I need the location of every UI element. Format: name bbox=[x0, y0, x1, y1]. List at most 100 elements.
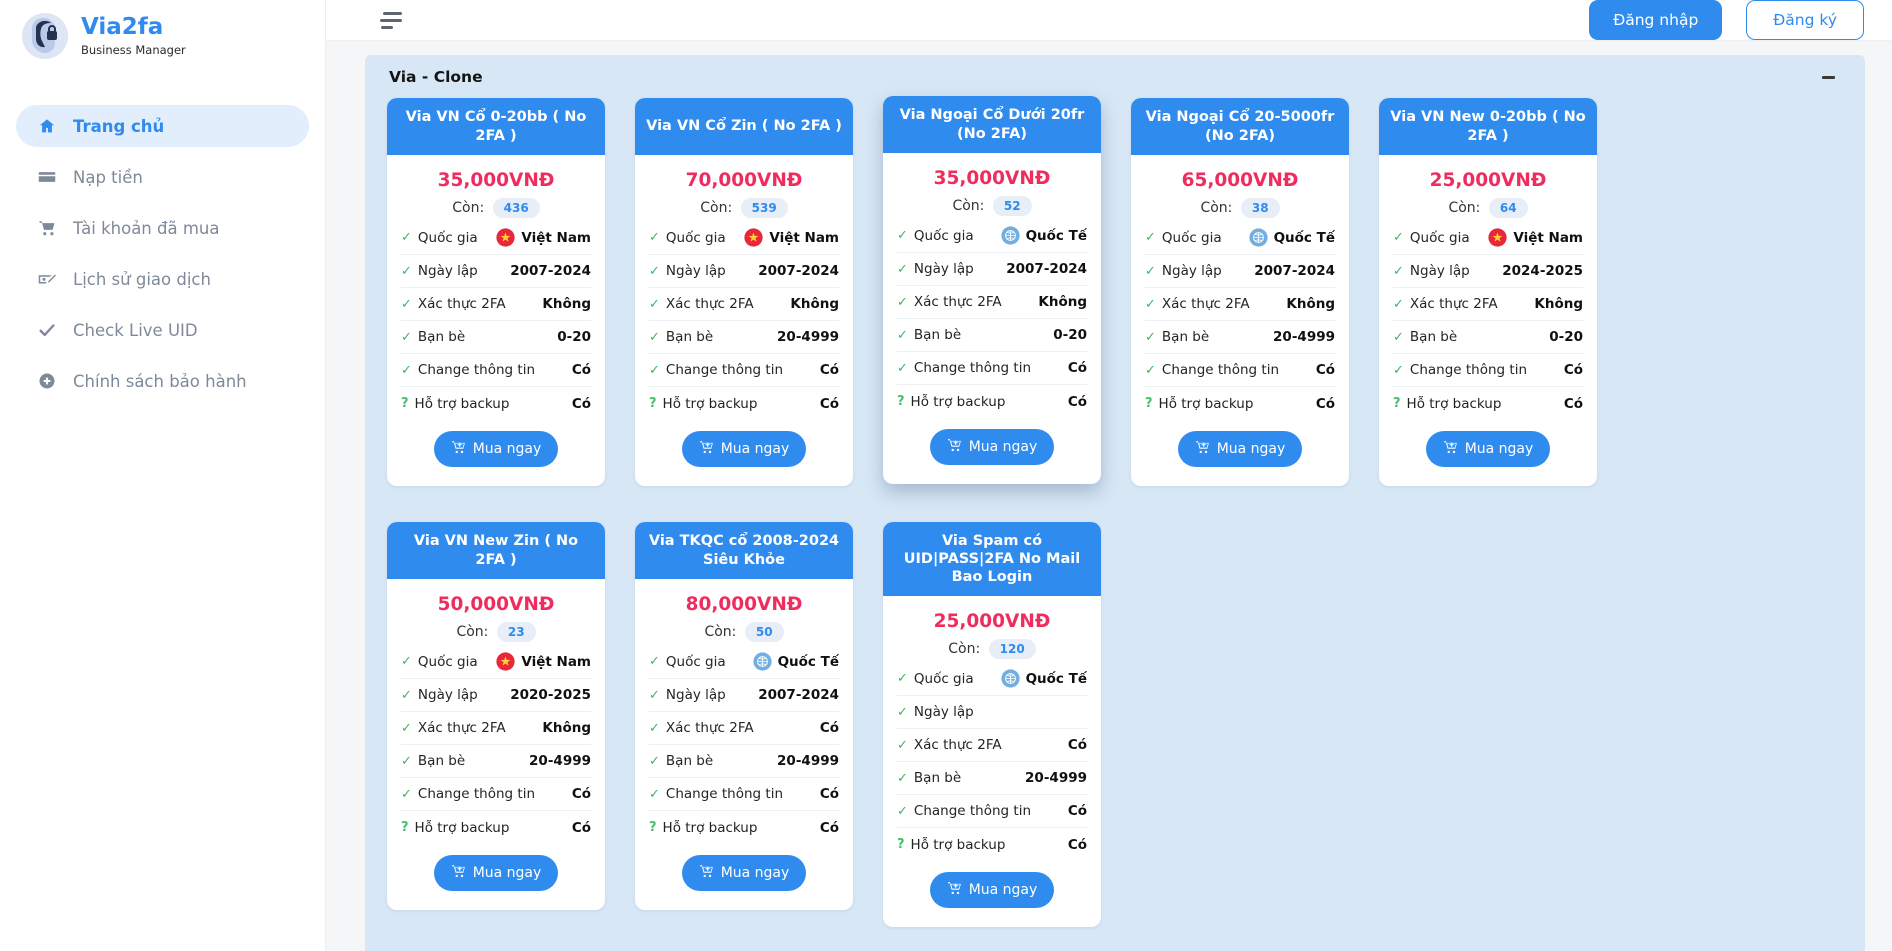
buy-button[interactable]: Mua ngay bbox=[929, 429, 1055, 465]
sidebar-item-ch-nh-s-ch-b-o-h-nh[interactable]: Chính sách bảo hành bbox=[16, 360, 309, 402]
register-button[interactable]: Đăng ký bbox=[1746, 0, 1864, 40]
question-icon: ? bbox=[897, 394, 905, 409]
product-price: 25,000VNĐ bbox=[1429, 170, 1547, 191]
check-icon: ✓ bbox=[1393, 329, 1404, 345]
globe-international-icon bbox=[1000, 669, 1020, 688]
check-icon: ✓ bbox=[1145, 329, 1156, 345]
check-icon: ✓ bbox=[649, 720, 660, 736]
vietnam-flag-icon bbox=[1488, 228, 1507, 247]
buy-button[interactable]: Mua ngay bbox=[681, 431, 807, 467]
feature-label-created: ✓ Ngày lập bbox=[401, 263, 478, 279]
feature-row-friends: ✓ Bạn bè 0-20 bbox=[897, 319, 1087, 352]
country-name: Quốc Tế bbox=[1273, 229, 1335, 246]
buy-button[interactable]: Mua ngay bbox=[1177, 431, 1303, 467]
product-grid: Via VN Cổ 0-20bb ( No 2FA ) 35,000VNĐ Cò… bbox=[387, 96, 1843, 928]
sidebar-item-t-i-kho-n-mua[interactable]: Tài khoản đã mua bbox=[16, 207, 309, 249]
login-button[interactable]: Đăng nhập bbox=[1589, 0, 1723, 40]
feature-label-text: Bạn bè bbox=[665, 329, 714, 345]
feature-label-created: ✓ Ngày lập bbox=[1145, 263, 1222, 279]
feature-label-twofa: ✓ Xác thực 2FA bbox=[649, 296, 754, 312]
question-icon: ? bbox=[897, 837, 905, 853]
hamburger-menu-icon[interactable] bbox=[376, 8, 406, 33]
buy-button[interactable]: Mua ngay bbox=[433, 431, 559, 467]
credit-card-icon bbox=[36, 167, 58, 187]
stock-badge: 23 bbox=[496, 622, 536, 642]
feature-label-friends: ✓ Bạn bè bbox=[401, 329, 465, 345]
stock-row: Còn: 38 bbox=[1131, 198, 1349, 218]
sidebar-item-l-ch-s-giao-d-ch[interactable]: Lịch sử giao dịch bbox=[16, 258, 309, 300]
buy-button[interactable]: Mua ngay bbox=[681, 855, 807, 891]
buy-button-label: Mua ngay bbox=[968, 439, 1038, 455]
sidebar-item-label: Chính sách bảo hành bbox=[73, 371, 247, 391]
sidebar-item-trang-ch-[interactable]: Trang chủ bbox=[16, 105, 309, 147]
product-price: 65,000VNĐ bbox=[1181, 170, 1299, 191]
sidebar-item-n-p-ti-n[interactable]: Nạp tiền bbox=[16, 156, 309, 198]
feature-list: ✓ Quốc gia Việt Nam ✓ Ngày lập 2007-2024 ✓ Xác … bbox=[635, 221, 853, 420]
cart-icon bbox=[451, 864, 466, 882]
feature-label-text: Hỗ trợ backup bbox=[910, 393, 1006, 410]
feature-row-backup: ? Hỗ trợ backup Có bbox=[649, 811, 839, 844]
feature-label-backup: ? Hỗ trợ backup bbox=[1145, 396, 1253, 412]
product-body: 80,000VNĐ Còn: 50 ✓ Quốc gia Quốc Tế ✓ Ngày … bbox=[635, 594, 853, 910]
country-name: Quốc Tế bbox=[1025, 670, 1087, 687]
feature-label-change: ✓ Change thông tin bbox=[401, 362, 535, 378]
feature-label-text: Hỗ trợ backup bbox=[414, 395, 510, 412]
feature-label-text: Xác thực 2FA bbox=[417, 296, 506, 312]
feature-label-text: Xác thực 2FA bbox=[665, 720, 754, 736]
product-price: 25,000VNĐ bbox=[933, 611, 1051, 633]
cart-icon bbox=[451, 440, 466, 458]
feature-label-text: Change thông tin bbox=[417, 786, 536, 802]
sidebar-item-check-live-uid[interactable]: Check Live UID bbox=[16, 309, 309, 351]
feature-value-change: Có bbox=[819, 362, 839, 378]
buy-button[interactable]: Mua ngay bbox=[433, 855, 559, 891]
buy-button[interactable]: Mua ngay bbox=[929, 872, 1055, 909]
question-icon: ? bbox=[649, 396, 657, 411]
buy-button-label: Mua ngay bbox=[1216, 441, 1286, 457]
product-price: 80,000VNĐ bbox=[685, 594, 803, 615]
check-icon: ✓ bbox=[1393, 263, 1404, 279]
feature-label-text: Bạn bè bbox=[1409, 329, 1458, 345]
feature-label-text: Change thông tin bbox=[1409, 362, 1528, 378]
feature-label-friends: ✓ Bạn bè bbox=[401, 753, 465, 769]
feature-row-backup: ? Hỗ trợ backup Có bbox=[649, 387, 839, 420]
feature-row-country: ✓ Quốc gia Quốc Tế bbox=[897, 219, 1087, 253]
stock-row: Còn: 50 bbox=[635, 622, 853, 642]
brand-logo[interactable]: Via2fa Business Manager bbox=[0, 0, 325, 69]
feature-label-text: Quốc gia bbox=[417, 653, 478, 670]
check-icon: ✓ bbox=[401, 329, 412, 345]
stock-label: Còn: bbox=[704, 624, 737, 640]
feature-label-change: ✓ Change thông tin bbox=[897, 360, 1031, 376]
feature-value-created: 2020-2025 bbox=[510, 687, 591, 703]
collapse-section-button[interactable] bbox=[1817, 69, 1839, 85]
feature-label-text: Hỗ trợ backup bbox=[1406, 395, 1502, 412]
feature-row-created: ✓ Ngày lập 2007-2024 bbox=[649, 679, 839, 712]
feature-label-twofa: ✓ Xác thực 2FA bbox=[1145, 296, 1250, 312]
feature-label-text: Xác thực 2FA bbox=[1409, 296, 1498, 312]
feature-row-change: ✓ Change thông tin Có bbox=[1145, 354, 1335, 387]
product-title: Via VN New 0-20bb ( No 2FA ) bbox=[1379, 98, 1597, 155]
buy-button-label: Mua ngay bbox=[472, 865, 542, 881]
check-icon: ✓ bbox=[1145, 296, 1156, 312]
feature-value-friends: 20-4999 bbox=[529, 753, 591, 769]
feature-value-backup: Có bbox=[571, 395, 591, 412]
feature-label-text: Quốc gia bbox=[1161, 229, 1222, 246]
check-icon: ✓ bbox=[1393, 362, 1404, 378]
feature-label-text: Quốc gia bbox=[913, 670, 974, 687]
buy-button[interactable]: Mua ngay bbox=[1425, 431, 1551, 467]
money-check-icon bbox=[36, 269, 58, 289]
feature-row-country: ✓ Quốc gia Quốc Tế bbox=[1145, 221, 1335, 255]
country-name: Quốc Tế bbox=[1025, 227, 1087, 244]
feature-row-created: ✓ Ngày lập 2007-2024 bbox=[649, 255, 839, 288]
feature-label-text: Change thông tin bbox=[665, 362, 784, 378]
feature-label-text: Change thông tin bbox=[913, 803, 1032, 820]
feature-value-friends: 20-4999 bbox=[777, 329, 839, 345]
feature-value-twofa: Có bbox=[819, 720, 839, 736]
brand-avatar-icon bbox=[22, 13, 68, 59]
feature-row-created: ✓ Ngày lập 2024-2025 bbox=[1393, 255, 1583, 288]
stock-row: Còn: 64 bbox=[1379, 198, 1597, 218]
feature-row-change: ✓ Change thông tin Có bbox=[401, 354, 591, 387]
product-title: Via TKQC cổ 2008-2024 Siêu Khỏe bbox=[635, 522, 853, 579]
feature-value-twofa: Không bbox=[1534, 296, 1583, 312]
product-body: 65,000VNĐ Còn: 38 ✓ Quốc gia Quốc Tế ✓ Ngày … bbox=[1131, 170, 1349, 486]
feature-value-country: Quốc Tế bbox=[752, 652, 839, 671]
